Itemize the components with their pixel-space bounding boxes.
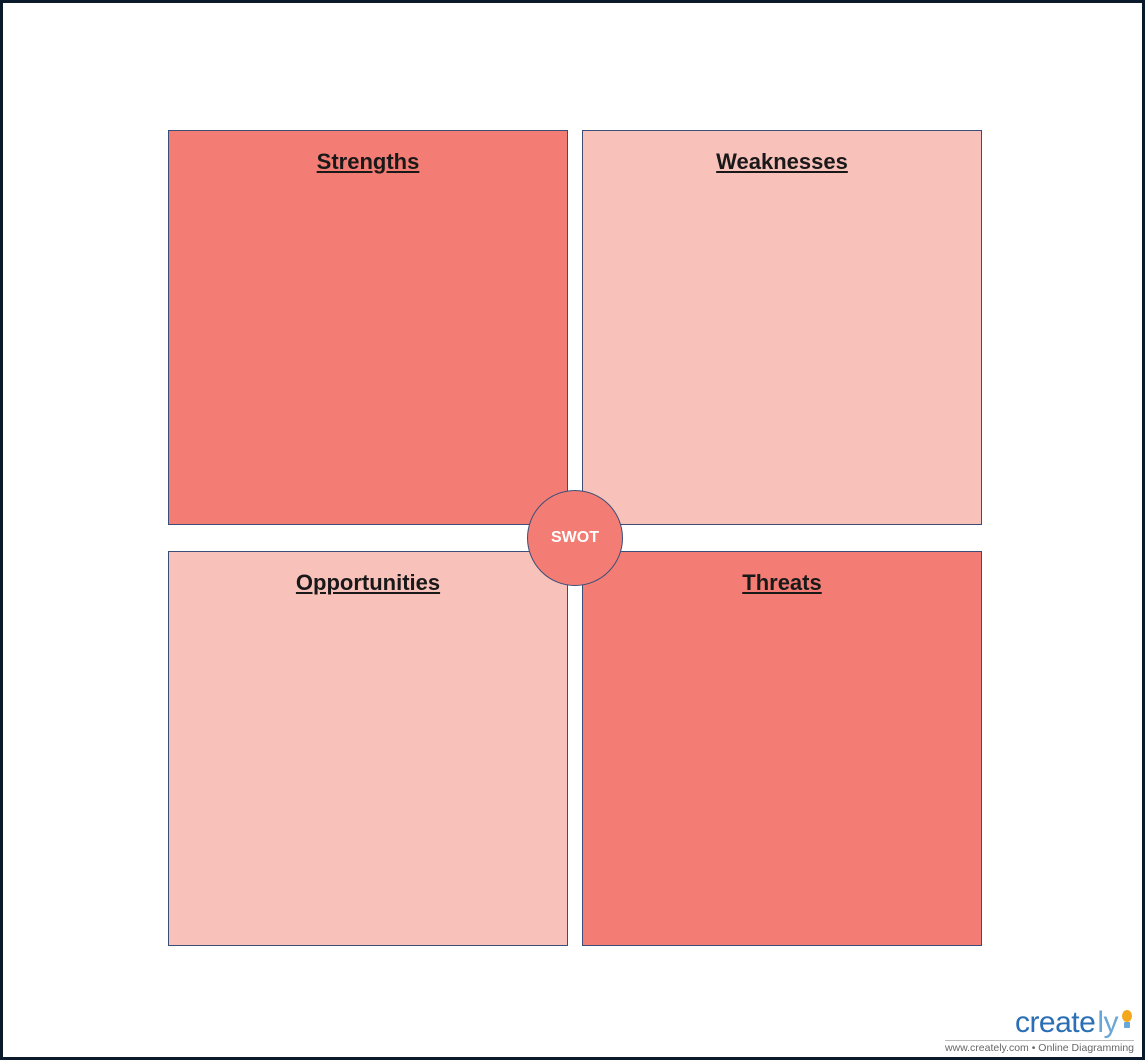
diagram-frame: Strengths Weaknesses Opportunities Threa… bbox=[0, 0, 1145, 1060]
quadrant-title-strengths: Strengths bbox=[317, 149, 420, 175]
quadrant-title-threats: Threats bbox=[742, 570, 821, 596]
lightbulb-icon bbox=[1120, 1010, 1134, 1032]
brand-name-part2: ly bbox=[1097, 1008, 1118, 1038]
center-swot-label: SWOT bbox=[551, 529, 599, 547]
quadrant-weaknesses: Weaknesses bbox=[582, 130, 982, 525]
brand-name-part1: create bbox=[1015, 1008, 1095, 1038]
quadrant-opportunities: Opportunities bbox=[168, 551, 568, 946]
quadrant-title-weaknesses: Weaknesses bbox=[716, 149, 848, 175]
center-swot-circle: SWOT bbox=[527, 490, 623, 586]
quadrant-title-opportunities: Opportunities bbox=[296, 570, 440, 596]
brand-tagline: www.creately.com • Online Diagramming bbox=[945, 1040, 1134, 1054]
quadrant-strengths: Strengths bbox=[168, 130, 568, 525]
creately-logo: creately bbox=[945, 1008, 1134, 1038]
branding-block: creately www.creately.com • Online Diagr… bbox=[945, 1008, 1134, 1054]
quadrant-threats: Threats bbox=[582, 551, 982, 946]
swot-canvas: Strengths Weaknesses Opportunities Threa… bbox=[3, 3, 1142, 1057]
